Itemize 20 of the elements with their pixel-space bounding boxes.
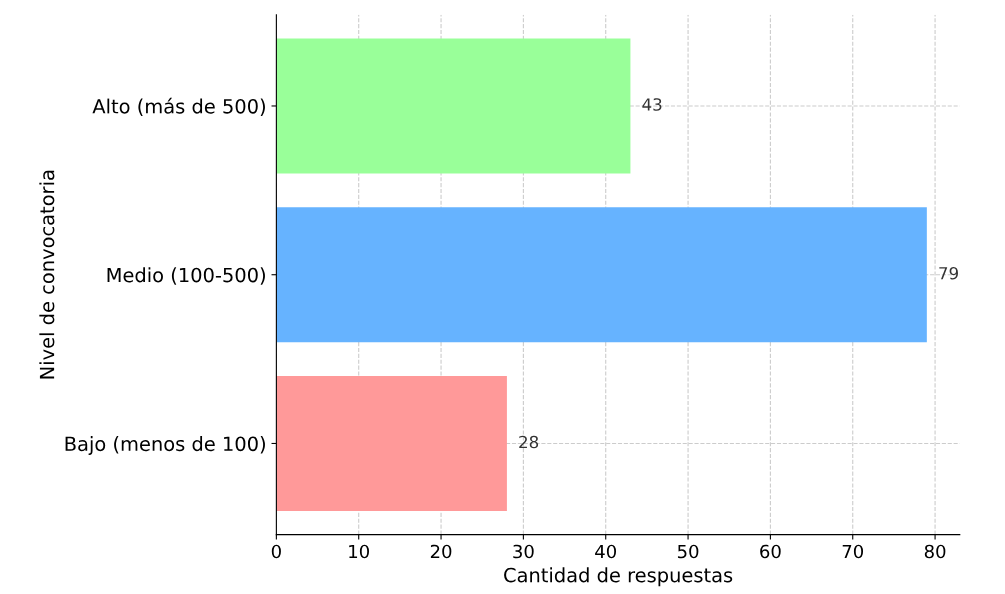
x-tick-label: 0 — [271, 544, 281, 559]
bar — [276, 375, 507, 511]
data-label: 43 — [642, 98, 662, 111]
bar — [276, 207, 927, 343]
bar — [276, 38, 631, 174]
data-label: 79 — [939, 266, 958, 280]
x-tick-label: 80 — [924, 544, 946, 559]
y-tick-label: Medio (100-500) — [107, 267, 265, 285]
x-tick-label: 30 — [513, 544, 534, 559]
y-tick-label: Alto (más de 500) — [92, 97, 265, 116]
x-tick-label: 70 — [842, 544, 864, 559]
data-label: 28 — [519, 435, 539, 449]
x-tick-label: 10 — [349, 544, 369, 559]
x-tick-label: 60 — [760, 544, 781, 559]
x-tick-label: 40 — [595, 544, 617, 559]
x-axis-title: Cantidad de respuestas — [504, 567, 733, 587]
x-tick-label: 50 — [677, 544, 699, 559]
x-tick-label: 20 — [430, 544, 452, 559]
y-axis-title: Nivel de convocatoria — [39, 170, 55, 379]
y-tick-label: Bajo (menos de 100) — [65, 436, 265, 455]
